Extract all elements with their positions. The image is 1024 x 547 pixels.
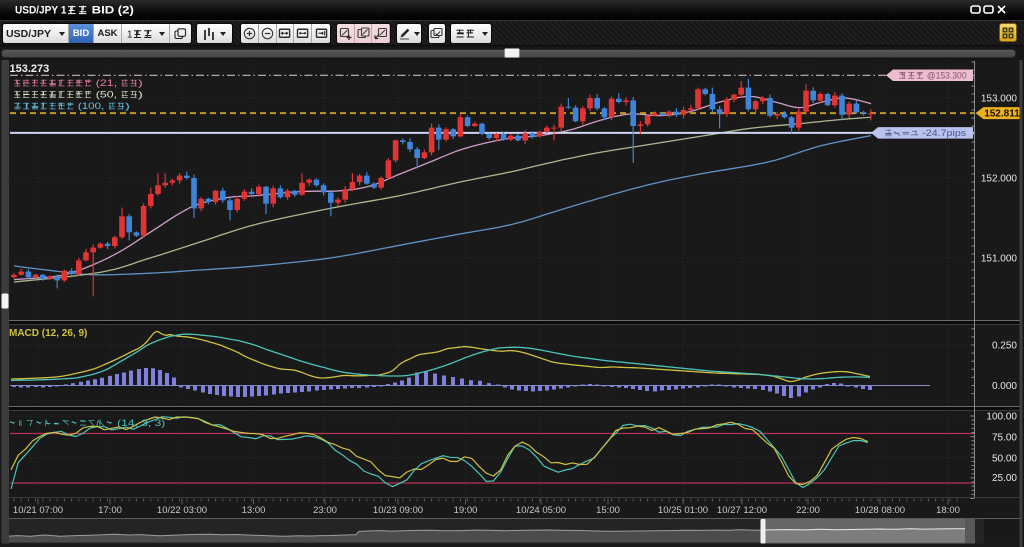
svg-text:19:00: 19:00 <box>454 505 478 516</box>
svg-text:152.000: 152.000 <box>981 174 1018 185</box>
svg-text:0.000: 0.000 <box>992 381 1017 392</box>
svg-text:153.273: 153.273 <box>10 63 50 75</box>
svg-text:USD/JPY 1: USD/JPY 1 <box>15 5 67 17</box>
svg-text:153.000: 153.000 <box>981 94 1018 105</box>
svg-text:1: 1 <box>127 28 133 40</box>
svg-text:(14, 3, 3): (14, 3, 3) <box>114 418 166 428</box>
svg-text:100.00: 100.00 <box>986 412 1017 423</box>
svg-text:10/22 03:00: 10/22 03:00 <box>157 505 207 516</box>
svg-text:10/25 01:00: 10/25 01:00 <box>658 505 708 516</box>
svg-text:(21,: (21, <box>92 78 120 88</box>
svg-text:(50,: (50, <box>92 90 120 100</box>
svg-text:10/24 05:00: 10/24 05:00 <box>516 505 566 516</box>
svg-text:): ) <box>138 90 143 100</box>
svg-text:75.00: 75.00 <box>992 433 1017 444</box>
svg-text:): ) <box>125 101 130 111</box>
svg-text:18:00: 18:00 <box>936 505 960 516</box>
svg-text:0.250: 0.250 <box>992 341 1017 352</box>
svg-text:MACD (12, 26, 9): MACD (12, 26, 9) <box>9 328 87 339</box>
svg-text:13:00: 13:00 <box>242 505 266 516</box>
svg-text:@153.300: @153.300 <box>925 70 967 80</box>
svg-text:15:00: 15:00 <box>596 505 620 516</box>
svg-text:): ) <box>138 78 143 88</box>
svg-text:BID (2): BID (2) <box>88 5 134 17</box>
svg-text:10/21 07:00: 10/21 07:00 <box>13 505 63 516</box>
svg-text:25.00: 25.00 <box>992 473 1017 484</box>
svg-text:17:00: 17:00 <box>98 505 122 516</box>
svg-text:10/23 09:00: 10/23 09:00 <box>373 505 423 516</box>
svg-text:50.00: 50.00 <box>992 454 1017 465</box>
svg-text:10/27 12:00: 10/27 12:00 <box>717 505 767 516</box>
svg-text:151.000: 151.000 <box>981 254 1018 265</box>
svg-text:22:00: 22:00 <box>796 505 820 516</box>
svg-text:23:00: 23:00 <box>313 505 337 516</box>
svg-text:10/28 08:00: 10/28 08:00 <box>855 505 905 516</box>
svg-text:152.811: 152.811 <box>984 109 1020 120</box>
svg-text:(100,: (100, <box>75 101 108 111</box>
svg-text:-24.7pips: -24.7pips <box>919 128 966 138</box>
